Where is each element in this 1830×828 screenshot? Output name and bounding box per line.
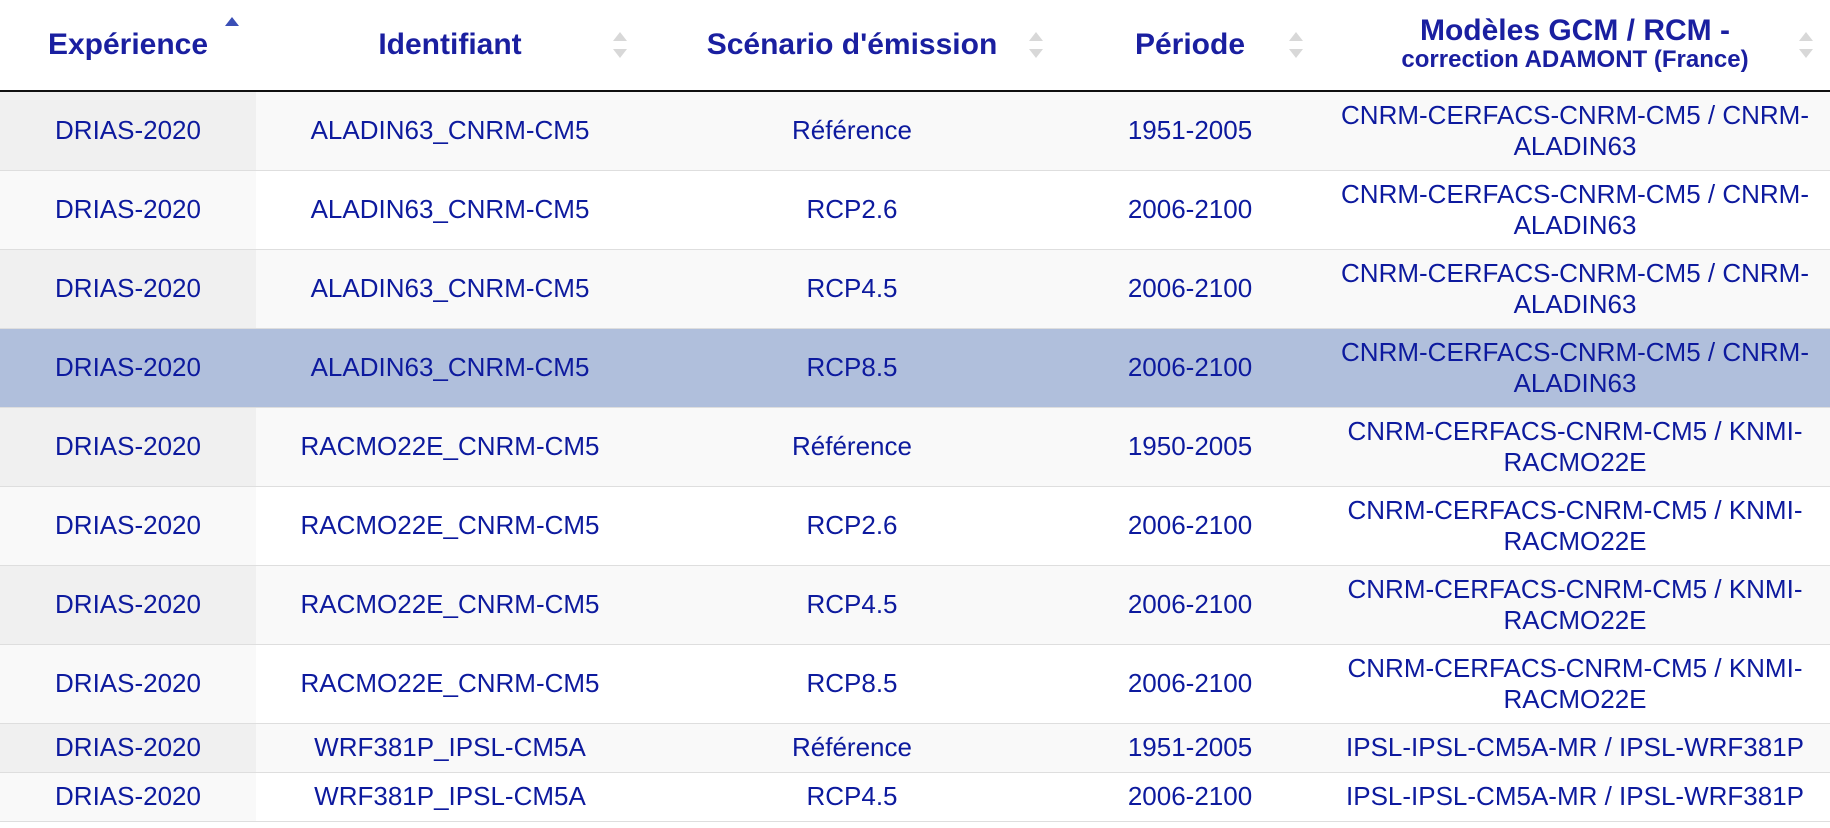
table-row[interactable]: DRIAS-2020 WRF381P_IPSL-CM5A Référence 1951…: [0, 723, 1830, 773]
table-row[interactable]: DRIAS-2020 RACMO22E_CNRM-CM5 RCP4.5 2006-21…: [0, 565, 1830, 645]
cell-periode: 2006-2100: [1060, 486, 1320, 566]
column-header-label: Expérience: [47, 28, 209, 61]
cell-experience: DRIAS-2020: [0, 723, 256, 773]
cell-experience: DRIAS-2020: [0, 170, 256, 250]
table-row[interactable]: DRIAS-2020 WRF381P_IPSL-CM5A RCP4.5 2006-21…: [0, 772, 1830, 822]
cell-periode: 2006-2100: [1060, 772, 1320, 822]
column-header-label: Période: [1134, 28, 1246, 61]
cell-modeles: CNRM-CERFACS-CNRM-CM5 / CNRM-ALADIN63: [1320, 249, 1830, 329]
table-row[interactable]: DRIAS-2020 ALADIN63_CNRM-CM5 RCP4.5 2006-21…: [0, 249, 1830, 329]
column-header-label: Identifiant: [378, 28, 522, 61]
cell-periode: 2006-2100: [1060, 170, 1320, 250]
cell-scenario: Référence: [644, 91, 1060, 171]
cell-identifiant: RACMO22E_CNRM-CM5: [256, 565, 644, 645]
cell-modeles: CNRM-CERFACS-CNRM-CM5 / KNMI-RACMO22E: [1320, 644, 1830, 724]
column-header-label: Scénario d'émission: [706, 28, 998, 61]
cell-experience: DRIAS-2020: [0, 644, 256, 724]
cell-scenario: RCP2.6: [644, 170, 1060, 250]
table-row[interactable]: DRIAS-2020 ALADIN63_CNRM-CM5 Référence 1951…: [0, 91, 1830, 171]
cell-scenario: RCP8.5: [644, 328, 1060, 408]
cell-modeles: CNRM-CERFACS-CNRM-CM5 / CNRM-ALADIN63: [1320, 328, 1830, 408]
table-row[interactable]: DRIAS-2020 RACMO22E_CNRM-CM5 RCP2.6 2006-21…: [0, 486, 1830, 566]
sort-icon: [1796, 31, 1816, 59]
sort-icon: [1286, 31, 1306, 59]
sort-ascending-icon: [222, 16, 242, 44]
cell-experience: DRIAS-2020: [0, 565, 256, 645]
cell-scenario: RCP4.5: [644, 249, 1060, 329]
cell-experience: DRIAS-2020: [0, 407, 256, 487]
column-header-periode[interactable]: Période: [1060, 0, 1320, 92]
cell-identifiant: ALADIN63_CNRM-CM5: [256, 249, 644, 329]
cell-periode: 1951-2005: [1060, 91, 1320, 171]
cell-modeles: IPSL-IPSL-CM5A-MR / IPSL-WRF381P: [1320, 723, 1830, 773]
table-header-row: Expérience Identifiant Scénario d'émissi…: [0, 0, 1830, 92]
column-header-label: Modèles GCM / RCM -: [1419, 14, 1730, 47]
cell-periode: 1951-2005: [1060, 723, 1320, 773]
table-body: DRIAS-2020 ALADIN63_CNRM-CM5 Référence 1951…: [0, 91, 1830, 822]
cell-periode: 2006-2100: [1060, 328, 1320, 408]
cell-experience: DRIAS-2020: [0, 328, 256, 408]
cell-modeles: CNRM-CERFACS-CNRM-CM5 / CNRM-ALADIN63: [1320, 91, 1830, 171]
table-row[interactable]: DRIAS-2020 ALADIN63_CNRM-CM5 RCP8.5 2006-21…: [0, 328, 1830, 408]
cell-scenario: Référence: [644, 723, 1060, 773]
cell-modeles: CNRM-CERFACS-CNRM-CM5 / KNMI-RACMO22E: [1320, 565, 1830, 645]
cell-identifiant: WRF381P_IPSL-CM5A: [256, 772, 644, 822]
sort-icon: [610, 31, 630, 59]
table-row[interactable]: DRIAS-2020 ALADIN63_CNRM-CM5 RCP2.6 2006-21…: [0, 170, 1830, 250]
table-row[interactable]: DRIAS-2020 RACMO22E_CNRM-CM5 Référence 1950…: [0, 407, 1830, 487]
cell-scenario: RCP4.5: [644, 565, 1060, 645]
cell-identifiant: ALADIN63_CNRM-CM5: [256, 328, 644, 408]
cell-periode: 1950-2005: [1060, 407, 1320, 487]
sort-icon: [1026, 31, 1046, 59]
cell-scenario: RCP8.5: [644, 644, 1060, 724]
cell-identifiant: WRF381P_IPSL-CM5A: [256, 723, 644, 773]
cell-scenario: Référence: [644, 407, 1060, 487]
cell-modeles: CNRM-CERFACS-CNRM-CM5 / KNMI-RACMO22E: [1320, 486, 1830, 566]
column-header-modeles[interactable]: Modèles GCM / RCM - correction ADAMONT (…: [1320, 0, 1830, 92]
column-header-experience[interactable]: Expérience: [0, 0, 256, 92]
cell-identifiant: ALADIN63_CNRM-CM5: [256, 91, 644, 171]
column-header-scenario[interactable]: Scénario d'émission: [644, 0, 1060, 92]
cell-periode: 2006-2100: [1060, 249, 1320, 329]
cell-modeles: IPSL-IPSL-CM5A-MR / IPSL-WRF381P: [1320, 772, 1830, 822]
cell-experience: DRIAS-2020: [0, 486, 256, 566]
cell-identifiant: RACMO22E_CNRM-CM5: [256, 644, 644, 724]
cell-periode: 2006-2100: [1060, 565, 1320, 645]
cell-experience: DRIAS-2020: [0, 772, 256, 822]
cell-scenario: RCP4.5: [644, 772, 1060, 822]
cell-identifiant: RACMO22E_CNRM-CM5: [256, 407, 644, 487]
table-row[interactable]: DRIAS-2020 RACMO22E_CNRM-CM5 RCP8.5 2006-21…: [0, 644, 1830, 724]
cell-modeles: CNRM-CERFACS-CNRM-CM5 / KNMI-RACMO22E: [1320, 407, 1830, 487]
cell-experience: DRIAS-2020: [0, 91, 256, 171]
cell-scenario: RCP2.6: [644, 486, 1060, 566]
cell-periode: 2006-2100: [1060, 644, 1320, 724]
column-header-sublabel: correction ADAMONT (France): [1401, 46, 1749, 73]
cell-identifiant: RACMO22E_CNRM-CM5: [256, 486, 644, 566]
cell-modeles: CNRM-CERFACS-CNRM-CM5 / CNRM-ALADIN63: [1320, 170, 1830, 250]
cell-identifiant: ALADIN63_CNRM-CM5: [256, 170, 644, 250]
column-header-identifiant[interactable]: Identifiant: [256, 0, 644, 92]
cell-experience: DRIAS-2020: [0, 249, 256, 329]
